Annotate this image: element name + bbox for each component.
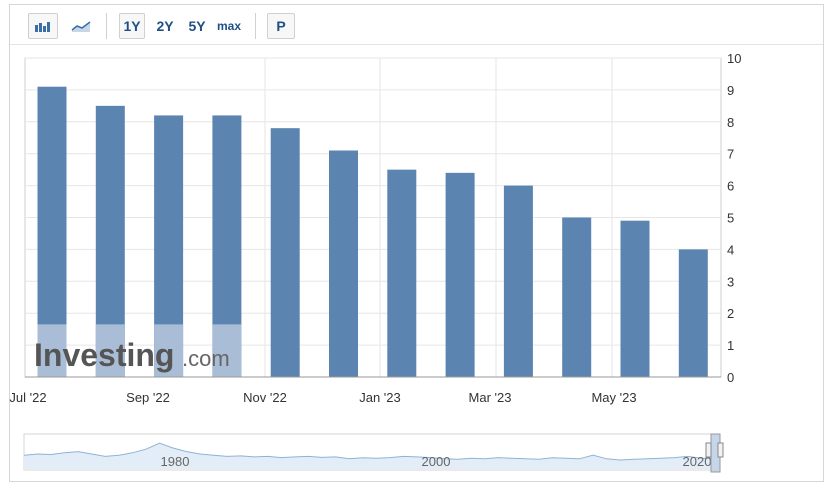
area-chart-icon-glyph: [71, 21, 91, 32]
bar-chart-icon[interactable]: [28, 13, 58, 39]
chart-frame: 1Y 2Y 5Y max P: [9, 4, 824, 482]
x-tick-label: Mar '23: [469, 390, 512, 405]
bar: [445, 172, 475, 377]
x-tick-label: Jan '23: [359, 390, 401, 405]
x-tick-label: Sep '22: [126, 390, 170, 405]
investing-watermark: Investing .com: [34, 337, 230, 373]
bar: [270, 128, 300, 377]
toolbar-divider: [255, 13, 256, 39]
bar-highlight: [212, 324, 242, 377]
y-tick-label: 1: [727, 338, 734, 353]
bar-highlight: [37, 324, 67, 377]
range-max-button[interactable]: max: [216, 19, 242, 33]
bar-highlight: [154, 324, 184, 377]
navigator-label: 1980: [161, 454, 190, 469]
axis-layer: 0 1 2 3 4 5 6 7 8 9 10 Jul '22 Sep '22 Nov '22 Jan '23…: [9, 51, 741, 405]
bar-layer: [37, 86, 708, 378]
y-tick-label: 6: [727, 179, 734, 194]
navigator-label: 2020: [683, 454, 712, 469]
navigator-handle-left: [705, 442, 712, 458]
y-tick-label: 0: [727, 370, 734, 385]
navigator-line: [23, 442, 716, 461]
range-navigator[interactable]: 1980 2000 2020: [23, 433, 724, 473]
bar-chart-icon-glyph: [35, 22, 50, 32]
bar: [620, 220, 650, 377]
y-tick-label: 5: [727, 211, 734, 226]
bar: [562, 217, 592, 377]
x-tick-label: May '23: [591, 390, 636, 405]
y-tick-label: 3: [727, 274, 734, 289]
grid-layer: [24, 57, 722, 378]
range-1y-button[interactable]: 1Y: [119, 13, 145, 39]
bar: [678, 249, 708, 377]
area-chart-icon[interactable]: [66, 13, 96, 39]
bar: [387, 169, 417, 377]
x-tick-label: Jul '22: [9, 390, 46, 405]
period-button[interactable]: P: [267, 13, 295, 39]
toolbar-divider: [106, 13, 107, 39]
bar: [329, 150, 358, 377]
y-tick-label: 8: [727, 115, 734, 130]
y-tick-label: 4: [727, 242, 734, 257]
range-5y-button[interactable]: 5Y: [188, 18, 206, 34]
y-tick-label: 10: [727, 51, 741, 66]
bar: [503, 185, 533, 377]
navigator-handle-right: [717, 442, 724, 458]
navigator-area: [24, 443, 715, 469]
y-tick-label: 7: [727, 147, 734, 162]
y-tick-label: 9: [727, 83, 734, 98]
range-2y-button[interactable]: 2Y: [156, 18, 174, 34]
x-tick-label: Nov '22: [243, 390, 287, 405]
chart-toolbar: 1Y 2Y 5Y max P: [10, 5, 823, 45]
navigator-label: 2000: [422, 454, 451, 469]
bar-highlight: [95, 324, 125, 377]
watermark-suffix: .com: [182, 346, 230, 371]
watermark-brand: Investing: [34, 337, 174, 373]
y-tick-label: 2: [727, 306, 734, 321]
